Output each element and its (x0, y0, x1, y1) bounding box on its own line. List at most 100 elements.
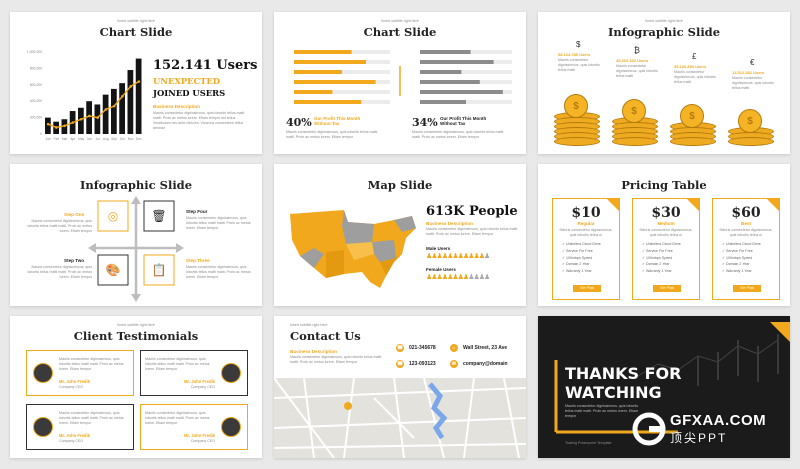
pricing-card[interactable]: $10 Regular Mauris consectetur dignissimcu… (552, 198, 620, 300)
gfxaa-logo-icon (632, 412, 666, 446)
slide-contact[interactable]: Insert subtitle right here Contact Us Bu… (274, 316, 526, 458)
description: Mauris consectetur dignissimcus, quis lo… (426, 227, 518, 236)
chart-point (88, 114, 91, 118)
right-percent-label: Our Profit This Month Without Tax (440, 116, 487, 126)
x-tick-label: Aug (103, 137, 109, 141)
step-two-text: Mauris consectetur dignissimcus, quis lo… (27, 265, 92, 279)
phone-2: ☎ 123-093123 (396, 360, 436, 368)
slide-map[interactable]: Map Slide 613K People Business Descripti… (274, 164, 526, 306)
watermark-cn: 顶尖PPT (670, 431, 728, 445)
usa-map (290, 210, 416, 288)
plan-feature: ✓ Domain 2 Year (642, 262, 670, 267)
chart-point (71, 121, 75, 124)
plan-feature: ✓ Unlimited Cloud Drive (722, 242, 761, 246)
y-tick-label: 200,000 (30, 116, 42, 120)
x-tick-label: Dec (136, 137, 142, 141)
testimonial-card[interactable]: Mauris consectetur dignissimcus, quis lo… (26, 404, 134, 450)
phone-1-text: 021-345678 (409, 345, 436, 351)
slide-title: Pricing Table (621, 178, 707, 192)
slide-chart-1[interactable]: Insert subtitle right here Chart Slide 1… (10, 12, 262, 154)
slide-title: Contact Us (290, 329, 361, 343)
headline: 613K People (426, 204, 518, 219)
left-percent-label: Our Profit This Month Without Tax (314, 116, 361, 126)
coin-stack (612, 117, 658, 146)
get-plan-button[interactable]: Get Plan (733, 285, 761, 292)
testimonial-card[interactable]: Mauris consectetur dignissimcus, quis lo… (140, 404, 248, 450)
chart-bar (119, 83, 125, 134)
left-bar (294, 70, 342, 74)
slide-infographic-coins[interactable]: Insert subtitle right here Infographic S… (538, 12, 790, 154)
male-people-icons: ♟♟♟♟♟♟♟♟♟♟♟♟ (426, 253, 490, 260)
slide-subtitle: Insert subtitle right here (381, 19, 419, 23)
card-corner (687, 199, 699, 211)
testimonial-card[interactable]: Mauris consectetur dignissimcus, quis lo… (140, 350, 248, 396)
users-value: 58.124.785 Users (558, 52, 591, 57)
currency-symbol: £ (692, 52, 697, 61)
plan-feature: ✓ Warranty 1 Year (562, 269, 592, 274)
slide-subtitle: Insert subtitle right here (117, 323, 155, 327)
chart-bar (111, 88, 117, 134)
x-tick-label: Jan (46, 137, 51, 141)
cross-arrows (88, 196, 184, 302)
x-tick-label: Jun (87, 137, 92, 141)
left-bar (294, 90, 333, 94)
right-bar (420, 100, 466, 104)
thanks-line-2: WATCHING (565, 383, 662, 402)
slide-infographic-steps[interactable]: Infographic Slide ◎ 🗑 🎨 📋 Step One Mauri… (10, 164, 262, 306)
plan-feature: ✓ Unlimited Cloud Drive (562, 242, 601, 246)
client-name: Mr. John Fredik (59, 433, 90, 438)
plan-name: Best (741, 221, 751, 226)
coin (670, 137, 716, 146)
get-plan-button[interactable]: Get Plan (653, 285, 681, 292)
female-people-icons: ♟♟♟♟♟♟♟♟♟♟♟♟ (426, 274, 490, 281)
thanks-line-1: THANKS FOR (565, 364, 682, 383)
chart-bar (94, 104, 101, 134)
plan-feature: ✓ Service For Free (562, 248, 593, 253)
pricing-card[interactable]: $30 Medium Mauris consectetur dignissimcus… (632, 198, 700, 300)
card-corner (607, 199, 619, 211)
plan-feature: ✓ 100mbps Speed (642, 255, 673, 260)
chart-bar (102, 94, 109, 134)
get-plan-button[interactable]: Get Plan (573, 285, 601, 292)
coin (728, 137, 774, 146)
chart-point (137, 80, 141, 83)
testimonial-text: Mauris consectetur dignissimcus, quis lo… (145, 357, 210, 371)
step-one-text: Mauris consectetur dignissimcus, quis lo… (27, 219, 92, 233)
email: ✉ company@domain (450, 360, 508, 368)
step-four-text: Mauris consectetur dignissimcus, quis lo… (186, 216, 251, 230)
left-bar (294, 60, 366, 64)
chart-bar (86, 101, 92, 134)
plan-feature: ✓ 100mbps Speed (722, 255, 753, 260)
section-label: Business Description (290, 349, 337, 354)
left-bar (294, 80, 376, 84)
slide-subtitle: Insert subtitle right here (117, 19, 155, 23)
right-percent: 34% (412, 116, 438, 129)
users-description: Mauris consectetur dignissimcus, quis lo… (558, 58, 600, 72)
plan-feature: ✓ 100mbps Speed (562, 255, 593, 260)
plan-feature: ✓ Unlimited Cloud Drive (642, 242, 681, 246)
description: Mauris consectetur dignissimcus, quis lo… (153, 111, 245, 130)
y-tick-label: 600,000 (30, 83, 42, 87)
plan-feature: ✓ Warranty 1 Year (642, 269, 672, 274)
thanks-heading: THANKS FOR WATCHING (565, 364, 681, 402)
phone-icon: ☎ (396, 360, 404, 368)
horizontal-bar-charts (294, 50, 512, 104)
slide-chart-2[interactable]: Insert subtitle right here Chart Slide 4… (274, 12, 526, 154)
testimonial-card[interactable]: Mauris consectetur dignissimcus, quis lo… (26, 350, 134, 396)
slide-title: Infographic Slide (79, 178, 193, 192)
slide-title: Chart Slide (363, 25, 437, 39)
users-value: 35.226.893 Users (674, 64, 707, 69)
bar-line-chart: 1,000,000 800,000 600,000 400,000 200,000 0 Ja… (22, 46, 147, 146)
plan-feature: ✓ Service For Free (642, 248, 673, 253)
male-users-label: Male Users (426, 246, 451, 251)
slide-title: Infographic Slide (607, 25, 721, 39)
pricing-card[interactable]: $60 Best Mauris consectetur dignissimcus, … (712, 198, 780, 300)
slide-testimonials[interactable]: Insert subtitle right here Client Testim… (10, 316, 262, 458)
chart-point (112, 104, 116, 108)
dollar-coin-icon: $ (622, 99, 646, 123)
slide-subtitle: Insert subtitle right here (290, 323, 328, 327)
left-description: Mauris consectetur dignissimcus, quis lo… (286, 130, 378, 139)
left-percent: 40% (286, 116, 312, 129)
slide-pricing[interactable]: Pricing Table $10 Regular Mauris consectet… (538, 164, 790, 306)
plan-description: Mauris consectetur dignissimcus, quis lo… (559, 228, 613, 237)
